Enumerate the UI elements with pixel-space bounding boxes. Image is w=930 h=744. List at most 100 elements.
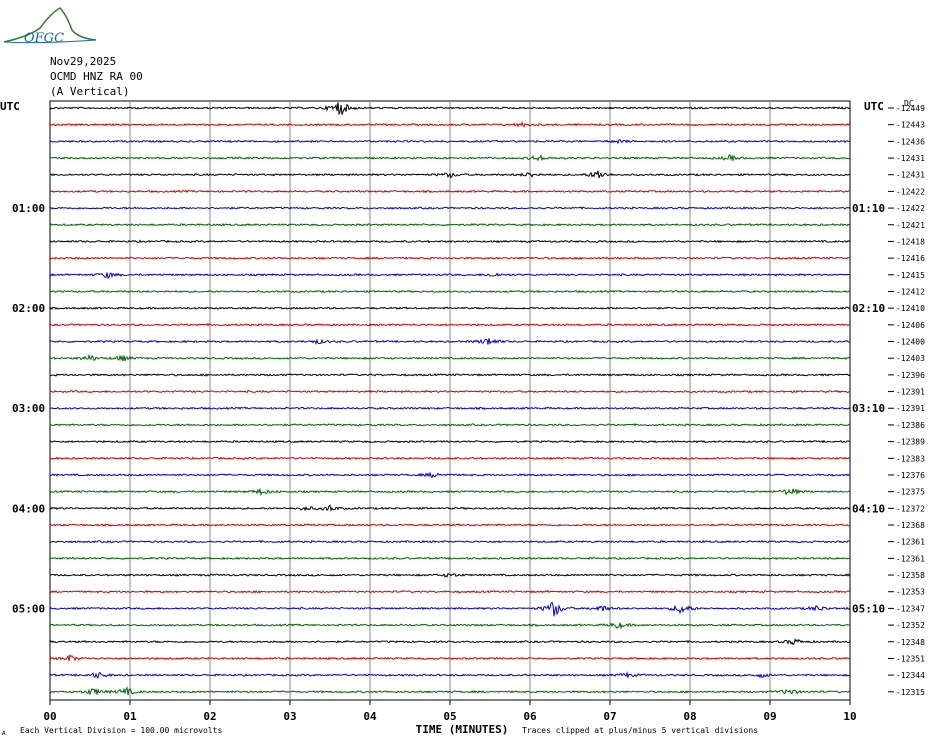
dc-value-label: -12418 xyxy=(896,237,925,246)
trace-line xyxy=(49,589,851,594)
dc-value-label: -12352 xyxy=(896,621,925,630)
dc-value-label: -12431 xyxy=(896,154,925,163)
trace-line xyxy=(49,121,851,128)
dc-value-label: -12415 xyxy=(896,271,925,280)
x-tick-label: 10 xyxy=(843,710,856,723)
trace-line xyxy=(49,170,851,179)
trace-line xyxy=(49,389,851,394)
dc-value-label: -12344 xyxy=(896,671,925,680)
dc-value-label: -12376 xyxy=(896,471,925,480)
left-time-label: 04:00 xyxy=(12,502,45,515)
left-time-label: 05:00 xyxy=(12,602,45,615)
dc-header-label: DC xyxy=(904,99,914,108)
trace-line xyxy=(49,222,851,227)
dc-value-label: -12368 xyxy=(896,521,925,530)
x-tick-label: 04 xyxy=(363,710,377,723)
trace-line xyxy=(49,139,851,145)
trace-line xyxy=(49,289,851,294)
dc-value-label: -12315 xyxy=(896,688,925,697)
left-time-label: 03:00 xyxy=(12,402,45,415)
footer-left-note: Each Vertical Division = 100.00 microvol… xyxy=(20,726,222,735)
dc-value-label: -12416 xyxy=(896,254,925,263)
dc-value-label: -12347 xyxy=(896,604,925,613)
trace-line xyxy=(49,406,851,411)
trace-line xyxy=(49,572,851,578)
chart-labels: -12449 -12443 -12436 -12431 -12431 -12422 -124… xyxy=(0,99,925,737)
trace-line xyxy=(49,256,851,260)
dc-value-label: -12410 xyxy=(896,304,925,313)
dc-value-label: -12422 xyxy=(896,187,925,196)
dc-value-label: -12403 xyxy=(896,354,925,363)
trace-line xyxy=(49,622,851,630)
left-time-label: 02:00 xyxy=(12,302,45,315)
trace-line xyxy=(49,487,851,497)
dc-value-label: -12358 xyxy=(896,571,925,580)
trace-line xyxy=(49,353,851,362)
right-time-label: 02:10 xyxy=(852,302,885,315)
trace-line xyxy=(49,373,851,377)
footer-right-note: Traces clipped at plus/minus 5 vertical … xyxy=(522,726,758,735)
header-component: (A Vertical) xyxy=(50,85,130,98)
dc-value-label: -12391 xyxy=(896,404,925,413)
dc-value-label: -12375 xyxy=(896,488,925,497)
dc-value-label: -12391 xyxy=(896,388,925,397)
trace-line xyxy=(49,654,851,662)
x-tick-label: 06 xyxy=(523,710,537,723)
dc-value-label: -12443 xyxy=(896,121,925,130)
trace-line xyxy=(49,671,851,679)
trace-line xyxy=(49,439,851,444)
trace-line xyxy=(49,154,851,163)
trace-line xyxy=(49,102,851,116)
trace-line xyxy=(49,523,851,527)
chart-traces xyxy=(49,102,851,696)
header-station: OCMD HNZ RA 00 xyxy=(50,70,143,83)
dc-value-label: -12383 xyxy=(896,454,925,463)
trace-line xyxy=(49,306,851,311)
dc-value-label: -12421 xyxy=(896,221,925,230)
right-time-label: 01:10 xyxy=(852,202,885,215)
trace-line xyxy=(49,686,851,696)
dc-value-label: -12436 xyxy=(896,137,925,146)
dc-value-label: -12389 xyxy=(896,438,925,447)
x-tick-label: 05 xyxy=(443,710,456,723)
footer-mark: A xyxy=(2,730,6,737)
dc-value-label: -12422 xyxy=(896,204,925,213)
x-tick-label: 09 xyxy=(763,710,776,723)
dc-value-label: -12431 xyxy=(896,171,925,180)
dc-value-label: -12386 xyxy=(896,421,925,430)
left-time-label: 01:00 xyxy=(12,202,45,215)
x-tick-label: 02 xyxy=(203,710,216,723)
logo-text: OFGC xyxy=(24,31,64,46)
trace-line xyxy=(49,601,851,617)
trace-line xyxy=(49,272,851,279)
x-tick-label: 00 xyxy=(43,710,56,723)
logo-swoosh xyxy=(3,7,97,43)
x-tick-label: 08 xyxy=(683,710,696,723)
dc-value-label: -12396 xyxy=(896,371,925,380)
header-date: Nov29,2025 xyxy=(50,55,117,68)
dc-value-label: -12400 xyxy=(896,338,925,347)
trace-line xyxy=(49,539,851,544)
right-time-label: 05:10 xyxy=(852,602,885,615)
trace-line xyxy=(49,504,851,512)
x-tick-label: 03 xyxy=(283,710,296,723)
dc-value-label: -12353 xyxy=(896,588,925,597)
x-tick-label: 01 xyxy=(123,710,137,723)
right-utc-label: UTC xyxy=(864,100,884,113)
dc-value-label: -12351 xyxy=(896,654,925,663)
trace-line xyxy=(49,423,851,427)
dc-value-label: -12449 xyxy=(896,104,925,113)
trace-line xyxy=(49,456,851,461)
dc-value-label: -12412 xyxy=(896,287,925,296)
dc-value-label: -12406 xyxy=(896,321,925,330)
trace-line xyxy=(49,471,851,479)
dc-value-label: -12361 xyxy=(896,538,925,547)
dc-value-label: -12361 xyxy=(896,554,925,563)
trace-line xyxy=(49,206,851,210)
left-utc-label: UTC xyxy=(0,100,20,113)
right-time-label: 04:10 xyxy=(852,502,885,515)
chart-grid xyxy=(49,100,851,701)
right-time-label: 03:10 xyxy=(852,402,885,415)
ofgc-logo: OFGC xyxy=(3,7,97,46)
